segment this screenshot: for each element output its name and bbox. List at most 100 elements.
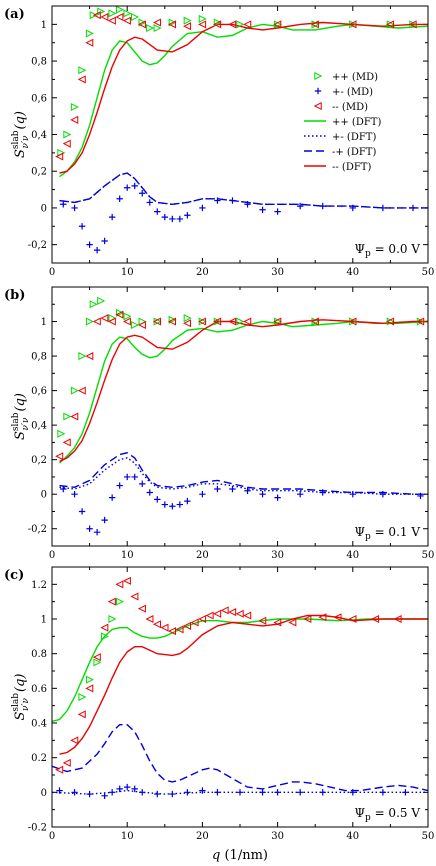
data-point (176, 501, 184, 508)
data-point (349, 491, 356, 498)
data-point (70, 412, 79, 421)
data-point (70, 115, 79, 124)
data-point (214, 485, 221, 493)
data-point (190, 618, 199, 627)
data-point (168, 315, 177, 324)
data-point (244, 201, 251, 208)
x-tick-label: 40 (346, 831, 359, 842)
data-point (85, 684, 94, 693)
data-point (183, 319, 192, 328)
data-point (274, 789, 281, 796)
data-point (62, 758, 71, 767)
data-point (169, 503, 176, 510)
potential-annotation: Ψp = 0.5 V (354, 806, 420, 823)
data-point (409, 204, 417, 212)
data-point (92, 653, 101, 662)
data-point (93, 246, 101, 254)
panel-label: (a) (4, 7, 25, 22)
data-point (168, 627, 177, 636)
y-tick-label: 0 (41, 203, 47, 214)
data-point (258, 616, 267, 625)
data-point (228, 317, 237, 326)
data-point (349, 204, 356, 212)
data-point (97, 7, 106, 16)
data-point (131, 785, 138, 793)
x-tick-label: 20 (196, 831, 209, 842)
data-point (107, 317, 116, 326)
y-tick-label: 0.6 (31, 684, 47, 695)
data-point (108, 789, 116, 796)
data-point (152, 317, 161, 326)
data-point (259, 789, 266, 796)
data-point (93, 658, 102, 667)
data-point (71, 789, 78, 796)
data-point (78, 223, 86, 230)
data-point (101, 792, 108, 799)
data-point (228, 608, 237, 617)
data-point (93, 528, 101, 536)
data-point (115, 597, 124, 606)
data-point (78, 692, 87, 702)
plot-frame (51, 286, 429, 547)
data-point (89, 300, 98, 309)
data-point (236, 789, 244, 796)
data-point (57, 429, 66, 438)
data-point (198, 14, 207, 23)
data-point (199, 204, 206, 212)
data-point (168, 20, 177, 29)
data-point (100, 623, 109, 632)
data-point (168, 317, 177, 326)
data-point (139, 480, 146, 488)
data-point (116, 785, 123, 793)
data-point (199, 787, 206, 794)
legend: ++ (MD) +- (MD) -- (MD) ++ (DFT) +- (DFT) -+ … (304, 71, 381, 173)
data-point (145, 614, 154, 624)
data-point (116, 195, 123, 202)
data-point (168, 18, 177, 27)
data-point (183, 314, 192, 323)
data-point (131, 473, 138, 481)
panel-1: 0 10 20 30 40 50 -0,2 0 0,2 0,4 0,6 0,8 1 (a) Sslabν′ν… (4, 5, 434, 278)
x-tick-label: 10 (121, 267, 134, 278)
data-point (310, 317, 319, 326)
data-point (86, 241, 93, 248)
data-point (273, 317, 282, 326)
data-point (139, 789, 146, 796)
series-markers (57, 296, 425, 438)
series-line (59, 21, 428, 174)
data-point (55, 765, 64, 774)
data-point (60, 201, 67, 208)
data-point (124, 783, 131, 791)
y-tick-label: 0,6 (31, 93, 47, 104)
data-point (175, 625, 184, 634)
legend-label: +- (MD) (332, 87, 373, 98)
data-point (205, 611, 214, 620)
data-point (183, 22, 192, 31)
x-tick-label: 30 (271, 267, 284, 278)
data-point (319, 489, 326, 496)
data-point (244, 487, 251, 494)
data-point (348, 317, 357, 326)
data-point (243, 611, 252, 620)
data-point (416, 317, 425, 326)
data-point (259, 206, 266, 213)
data-point (198, 614, 207, 624)
data-point (349, 789, 356, 796)
series-markers (60, 182, 417, 254)
data-point (115, 6, 124, 14)
data-point (63, 412, 72, 421)
series-markers (55, 11, 417, 161)
data-point (161, 213, 168, 221)
y-tick-label: 0,2 (31, 455, 47, 466)
y-tick-label: 1 (41, 317, 47, 328)
data-point (78, 508, 86, 515)
y-axis-label: Sslabν′ν(q) (11, 111, 31, 158)
data-point (85, 29, 94, 38)
data-point (55, 152, 64, 161)
data-point (115, 13, 124, 22)
x-tick-label: 40 (346, 550, 359, 561)
y-axis-label: Sslabν′ν(q) (11, 674, 31, 721)
data-point (379, 789, 387, 796)
data-point (122, 16, 131, 25)
y-tick-label: 0,4 (31, 421, 47, 432)
